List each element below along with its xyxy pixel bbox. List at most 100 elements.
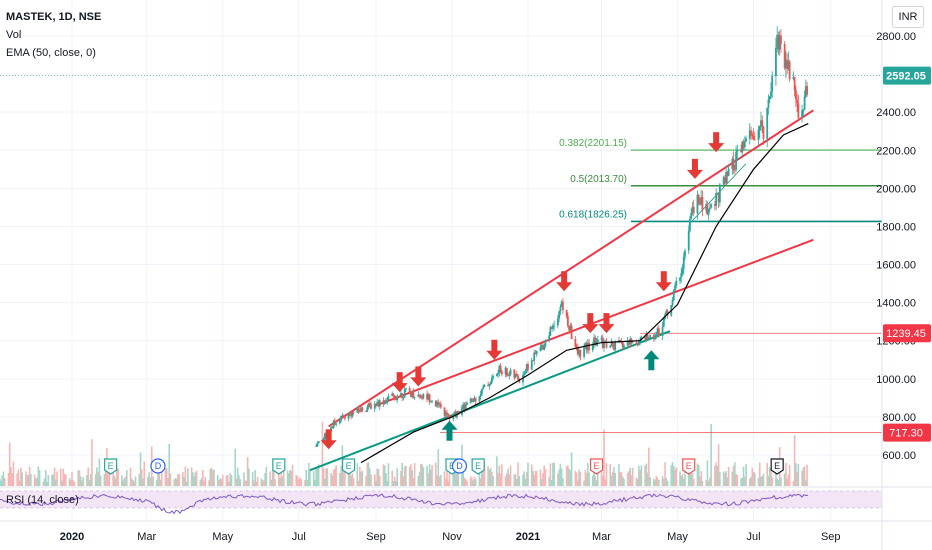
down-arrow [598,313,615,334]
arrow-shaft [446,428,453,441]
event-marker[interactable]: D [150,458,166,474]
candle-body [498,365,501,373]
candle-body [697,194,700,202]
volume-bar [567,465,569,486]
volume-bar [411,470,413,486]
volume-legend[interactable]: Vol [6,29,22,41]
candle-body [672,290,675,301]
volume-bar [492,476,494,486]
volume-bar [324,478,326,486]
volume-bar [8,442,11,486]
volume-bar [77,470,80,486]
candle-body [725,171,727,184]
volume-bar [644,465,646,486]
volume-bar [806,464,808,486]
volume-bar [123,477,126,486]
event-marker[interactable]: E [272,458,286,475]
volume-bar [426,465,428,486]
candle-body [671,300,674,306]
down-arrow [686,158,703,179]
volume-bar [743,476,746,486]
volume-bar [466,480,468,486]
candle-body [530,360,533,370]
volume-bar [289,469,291,486]
volume-bar [393,476,396,486]
volume-bar [368,468,371,486]
volume-bar [339,472,341,486]
volume-bar [280,466,283,486]
candle-body [575,346,578,348]
volume-bar [482,465,484,486]
candle-body [618,340,620,342]
candle-body [559,307,562,312]
down-arrow [486,339,503,360]
candle-body [378,400,381,407]
candle-body [766,107,769,139]
volume-bar [140,469,143,486]
candle-body [717,192,720,203]
ema-legend[interactable]: EMA (50, close, 0) [6,47,96,59]
volume-bar [636,479,639,486]
volume-bar [254,470,256,486]
volume-bar [184,466,187,486]
volume-bar [568,468,570,486]
candle-body [645,334,648,340]
volume-bar [803,466,806,486]
x-tick-label: Jul [292,531,306,543]
volume-bar [221,474,224,486]
volume-bar [291,464,294,486]
candle-body [330,427,333,432]
event-marker[interactable]: E [589,458,604,475]
candle-body [429,401,432,403]
volume-bar [443,471,446,486]
volume-bar [736,474,739,486]
volume-bar [164,468,167,486]
event-marker[interactable]: E [104,458,118,475]
event-marker[interactable]: D [451,458,468,474]
event-marker[interactable]: E [770,458,784,475]
candle-body [402,397,405,399]
y-tick-label: 1800.00 [876,221,916,233]
volume-bar [7,473,10,486]
event-marker[interactable]: E [341,458,356,475]
candle-body [427,394,430,400]
volume-bar [281,476,284,486]
candle-body [593,337,595,345]
event-marker[interactable]: E [682,458,696,475]
volume-bar [185,481,188,486]
volume-bar [745,463,747,486]
volume-bar [448,463,451,486]
candle-body [412,390,415,398]
currency-unit-button[interactable]: INR [892,6,924,28]
candle-body [523,373,526,376]
candle-body [401,393,404,398]
symbol-title[interactable]: MASTEK, 1D, NSE [6,11,102,23]
volume-bar [719,472,721,486]
volume-bar [499,473,502,486]
candle-body [527,364,529,370]
volume-bar [35,478,37,486]
candle-body [723,177,726,184]
rsi-legend[interactable]: RSI (14, close) [6,494,79,506]
candles [315,26,808,448]
volume-bar [727,467,730,486]
volume-bar [43,478,46,486]
candle-body [743,141,746,148]
candle-body [495,374,498,377]
volume-bar [202,469,204,486]
volume-bar [36,477,38,486]
candle-body [605,341,608,348]
volume-bar [557,473,559,486]
event-marker[interactable]: E [471,458,485,475]
volume-bar [740,478,742,486]
volume-bar [357,480,360,486]
volume-bar [785,463,787,486]
volume-bar [714,465,716,486]
volume-bar [255,481,258,486]
volume-bar [286,470,289,486]
volume-bar [304,479,306,486]
candle-body [786,59,789,69]
volume-bar [193,476,195,486]
